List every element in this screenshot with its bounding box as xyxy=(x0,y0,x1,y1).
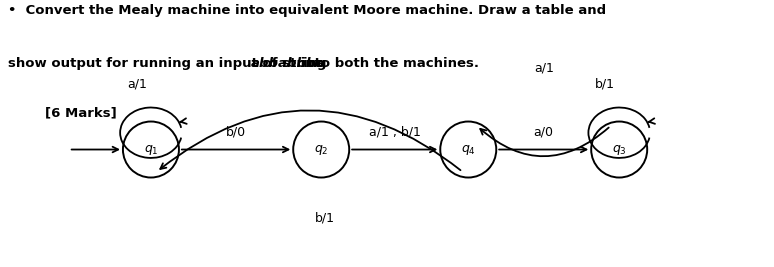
Text: into both the machines.: into both the machines. xyxy=(296,57,479,70)
Text: $q_{3}$: $q_{3}$ xyxy=(611,143,627,156)
Text: a/1 , b/1: a/1 , b/1 xyxy=(368,126,421,139)
Text: $q_{4}$: $q_{4}$ xyxy=(461,143,476,156)
Text: b/1: b/1 xyxy=(595,78,615,91)
Text: b/1: b/1 xyxy=(315,211,335,224)
Text: abbabbba: abbabbba xyxy=(251,57,325,70)
Text: $q_{1}$: $q_{1}$ xyxy=(144,143,158,156)
Text: a/0: a/0 xyxy=(534,126,553,139)
Text: a/1: a/1 xyxy=(534,62,553,74)
Text: $q_{2}$: $q_{2}$ xyxy=(314,143,328,156)
Text: show output for running an input of string: show output for running an input of stri… xyxy=(8,57,330,70)
Text: •  Convert the Mealy machine into equivalent Moore machine. Draw a table and: • Convert the Mealy machine into equival… xyxy=(8,4,606,17)
Text: [6 Marks]: [6 Marks] xyxy=(8,107,117,120)
Text: b/0: b/0 xyxy=(226,126,246,139)
Text: a/1: a/1 xyxy=(127,78,147,91)
